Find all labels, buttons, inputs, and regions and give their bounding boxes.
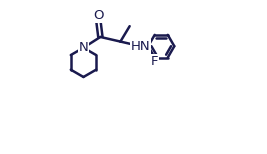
Text: HN: HN — [131, 40, 150, 53]
Text: N: N — [78, 41, 88, 54]
Text: O: O — [93, 9, 103, 22]
Text: F: F — [151, 55, 158, 68]
